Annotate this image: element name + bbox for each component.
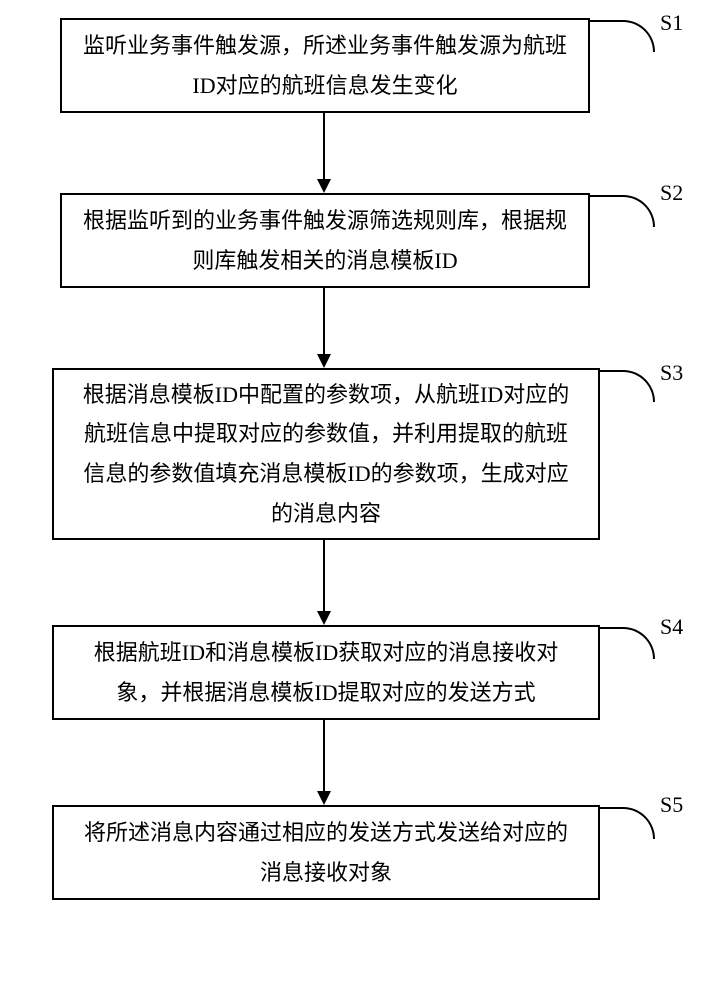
node-s5-label: S5	[660, 792, 683, 818]
node-s1-label: S1	[660, 10, 683, 36]
flowchart-container: 监听业务事件触发源，所述业务事件触发源为航班ID对应的航班信息发生变化 S1 根…	[0, 0, 721, 1000]
arrow-s4-s5	[317, 791, 331, 805]
label-connector-s3	[600, 370, 655, 402]
arrow-s1-s2	[317, 179, 331, 193]
node-s4-label: S4	[660, 614, 683, 640]
arrow-s3-s4	[317, 611, 331, 625]
flowchart-node-s5: 将所述消息内容通过相应的发送方式发送给对应的消息接收对象	[52, 805, 600, 900]
label-connector-s5	[600, 807, 655, 839]
node-s3-label: S3	[660, 360, 683, 386]
label-connector-s4	[600, 627, 655, 659]
arrow-s2-s3	[317, 354, 331, 368]
edge-s4-s5	[323, 720, 325, 791]
flowchart-node-s1: 监听业务事件触发源，所述业务事件触发源为航班ID对应的航班信息发生变化	[60, 18, 590, 113]
node-s5-text: 将所述消息内容通过相应的发送方式发送给对应的消息接收对象	[74, 813, 578, 892]
edge-s2-s3	[323, 288, 325, 354]
node-s3-text: 根据消息模板ID中配置的参数项，从航班ID对应的航班信息中提取对应的参数值，并利…	[74, 375, 578, 533]
node-s2-text: 根据监听到的业务事件触发源筛选规则库，根据规则库触发相关的消息模板ID	[82, 201, 568, 280]
node-s4-text: 根据航班ID和消息模板ID获取对应的消息接收对象，并根据消息模板ID提取对应的发…	[74, 633, 578, 712]
label-connector-s2	[590, 195, 655, 227]
flowchart-node-s3: 根据消息模板ID中配置的参数项，从航班ID对应的航班信息中提取对应的参数值，并利…	[52, 368, 600, 540]
flowchart-node-s2: 根据监听到的业务事件触发源筛选规则库，根据规则库触发相关的消息模板ID	[60, 193, 590, 288]
node-s1-text: 监听业务事件触发源，所述业务事件触发源为航班ID对应的航班信息发生变化	[82, 26, 568, 105]
flowchart-node-s4: 根据航班ID和消息模板ID获取对应的消息接收对象，并根据消息模板ID提取对应的发…	[52, 625, 600, 720]
edge-s3-s4	[323, 540, 325, 611]
label-connector-s1	[590, 20, 655, 52]
edge-s1-s2	[323, 113, 325, 179]
node-s2-label: S2	[660, 180, 683, 206]
